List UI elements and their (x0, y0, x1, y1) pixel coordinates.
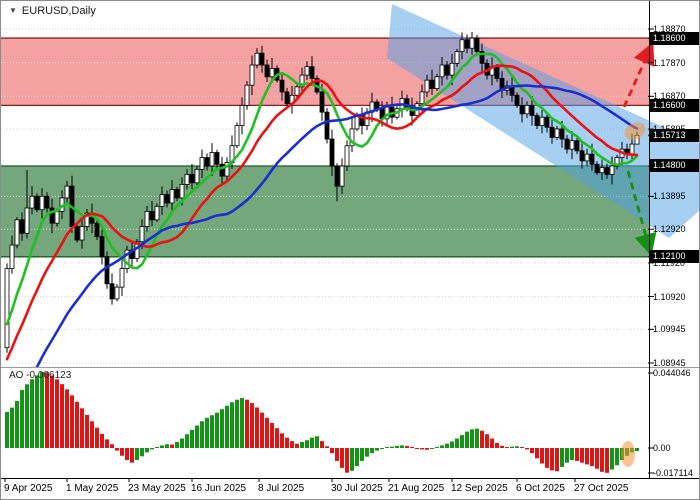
date-label: 16 Jun 2025 (191, 483, 247, 494)
slow-ma (35, 84, 639, 367)
price-confluence-highlight (624, 122, 646, 140)
date-label: 21 Aug 2025 (388, 483, 445, 494)
price-level-box: 1.18600 (650, 31, 699, 45)
date-label: 6 Oct 2025 (516, 483, 565, 494)
ao-indicator-label: AO -0.006123 (9, 370, 72, 381)
date-label: 12 Sep 2025 (451, 483, 508, 494)
price-tick-label: 1.16870 (653, 91, 686, 102)
chart-title-marker-icon: ▼ (9, 6, 17, 15)
chart-title-text: EURUSD,Daily (21, 5, 96, 17)
price-tick-label: 1.12920 (653, 224, 686, 235)
chart-title: ▼ EURUSD,Daily (9, 5, 96, 17)
date-label: 1 May 2025 (66, 483, 119, 494)
ao-axis-label: 0.044046 (653, 368, 691, 378)
fast-ma (5, 52, 639, 326)
price-level-box: 1.16600 (650, 98, 699, 112)
bullish-projection-arrow (622, 41, 655, 108)
date-label: 30 Jul 2025 (331, 483, 383, 494)
ao-axis-label: 0.00 (653, 443, 671, 453)
price-tick-label: 1.09945 (653, 324, 686, 335)
ao-axis-label: -0.017114 (653, 468, 693, 478)
price-level-box: 1.15713 (650, 128, 699, 142)
price-tick-label: 1.10920 (653, 291, 686, 302)
date-label: 27 Oct 2025 (574, 483, 629, 494)
date-label: 8 Jul 2025 (258, 483, 305, 494)
ao-reversal-highlight (621, 441, 635, 467)
support-zone (1, 165, 649, 257)
bearish-projection-arrow (626, 170, 657, 257)
mid-ma (5, 64, 639, 361)
date-label: 23 May 2025 (128, 483, 186, 494)
price-tick-label: 1.17870 (653, 57, 686, 68)
price-tick-label: 1.08945 (653, 358, 686, 368)
price-level-box: 1.12100 (650, 250, 699, 264)
date-label: 9 Apr 2025 (4, 483, 53, 494)
price-tick-label: 1.13895 (653, 191, 686, 202)
price-tick-label: 1.18870 (653, 24, 686, 34)
price-level-box: 1.14800 (650, 159, 699, 173)
